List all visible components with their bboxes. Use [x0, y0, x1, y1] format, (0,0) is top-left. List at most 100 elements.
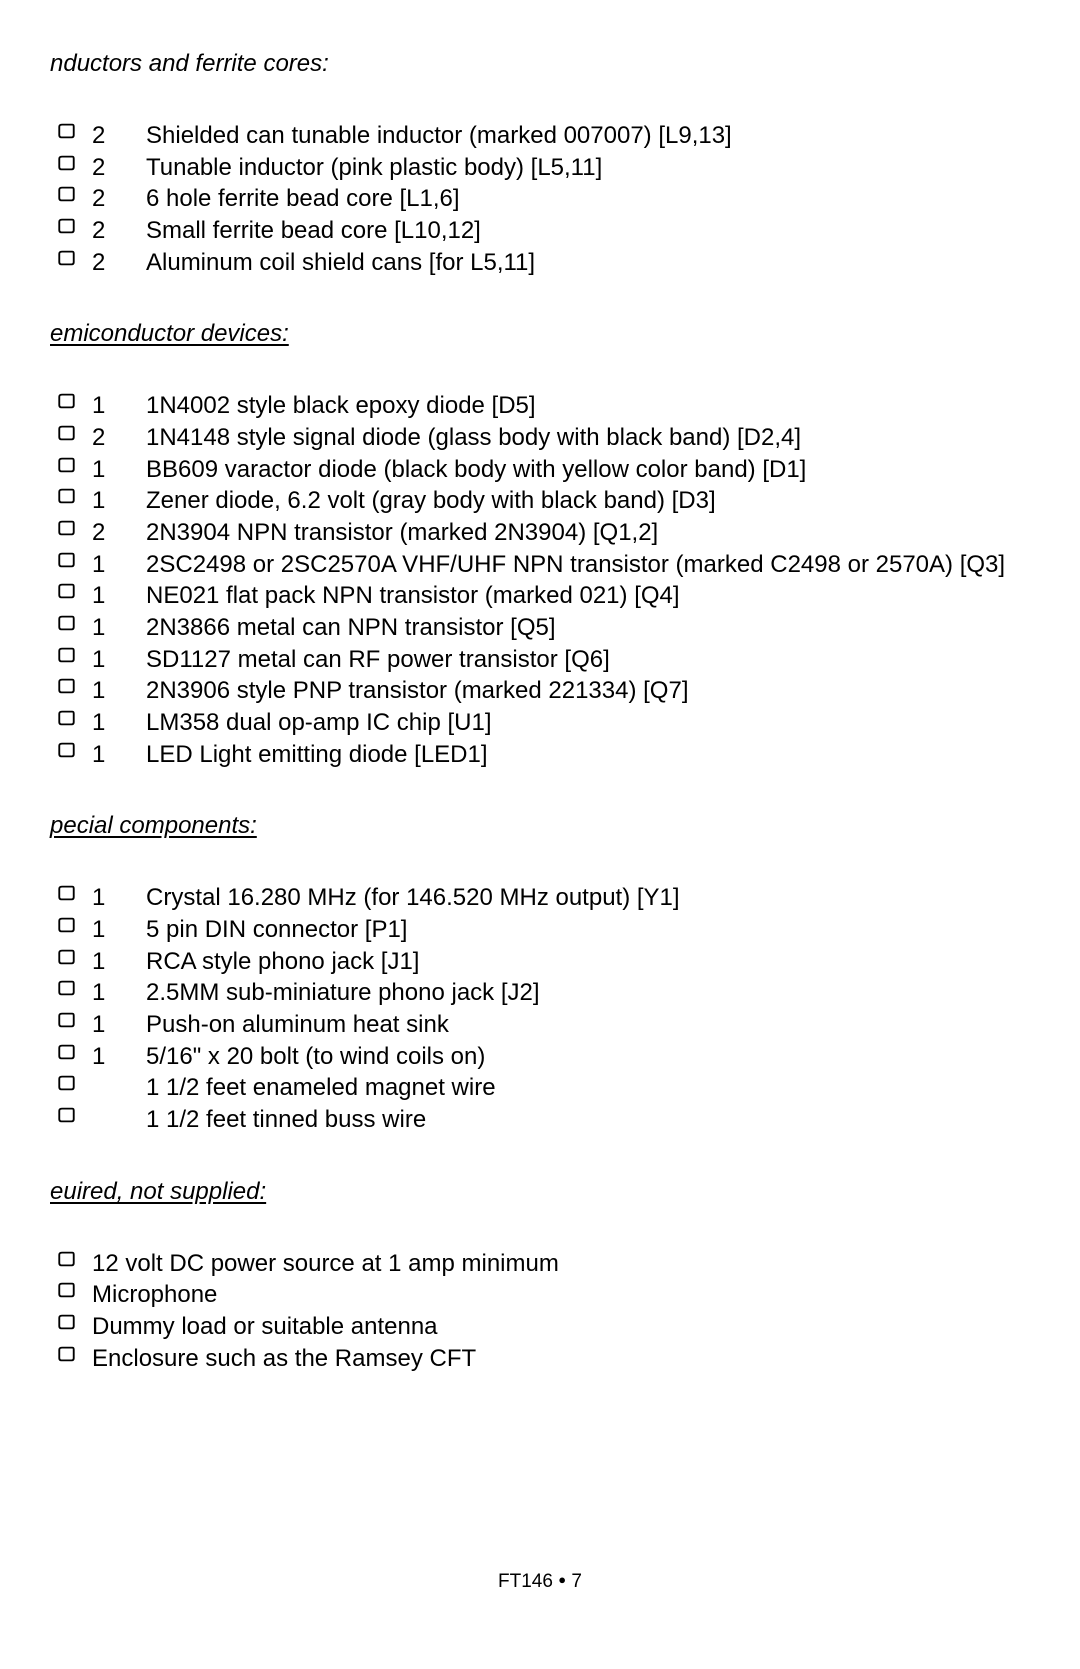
- item-description: 1N4148 style signal diode (glass body wi…: [146, 422, 1030, 454]
- qty-value: 1: [92, 1041, 146, 1073]
- sections-container: nductors and ferrite cores: 2Shielded can…: [50, 50, 1030, 1374]
- checkbox-icon: [58, 1044, 75, 1060]
- list-item: 1Crystal 16.280 MHz (for 146.520 MHz out…: [58, 882, 1030, 914]
- item-description: 6 hole ferrite bead core [L1,6]: [146, 183, 1030, 215]
- list-item: 12SC2498 or 2SC2570A VHF/UHF NPN transis…: [58, 549, 1030, 581]
- checkbox-cell: [58, 977, 92, 996]
- qty-value: 1: [92, 739, 146, 771]
- checkbox-cell: [58, 946, 92, 965]
- qty-value: 1: [92, 549, 146, 581]
- list-item: 2Shielded can tunable inductor (marked 0…: [58, 120, 1030, 152]
- qty-value: 1: [92, 612, 146, 644]
- list-item: Dummy load or suitable antenna: [58, 1311, 1030, 1343]
- checkbox-cell: [58, 454, 92, 473]
- qty-value: 1: [92, 580, 146, 612]
- item-description: Zener diode, 6.2 volt (gray body with bl…: [146, 485, 1030, 517]
- list-item: 1Push-on aluminum heat sink: [58, 1009, 1030, 1041]
- checkbox-icon: [58, 393, 75, 409]
- checkbox-icon: [58, 425, 75, 441]
- checkbox-icon: [58, 742, 75, 758]
- section-items: 12 volt DC power source at 1 amp minimum…: [58, 1248, 1030, 1375]
- checkbox-cell: [58, 183, 92, 202]
- checkbox-icon: [58, 1346, 75, 1362]
- checkbox-icon: [58, 1314, 75, 1330]
- list-item: 15/16" x 20 bolt (to wind coils on): [58, 1041, 1030, 1073]
- section-heading: nductors and ferrite cores:: [50, 50, 1030, 78]
- checkbox-icon: [58, 1107, 75, 1123]
- item-description: BB609 varactor diode (black body with ye…: [146, 454, 1030, 486]
- list-item: 1LM358 dual op-amp IC chip [U1]: [58, 707, 1030, 739]
- checkbox-cell: [58, 580, 92, 599]
- qty-value: 1: [92, 946, 146, 978]
- section-heading: emiconductor devices:: [50, 320, 1030, 348]
- checkbox-cell: [58, 517, 92, 536]
- item-description: Push-on aluminum heat sink: [146, 1009, 1030, 1041]
- checkbox-icon: [58, 218, 75, 234]
- item-description: 2.5MM sub-miniature phono jack [J2]: [146, 977, 1030, 1009]
- list-item: Enclosure such as the Ramsey CFT: [58, 1343, 1030, 1375]
- item-description: Microphone: [92, 1279, 1030, 1311]
- document-page: nductors and ferrite cores: 2Shielded can…: [0, 0, 1080, 1669]
- checkbox-cell: [58, 707, 92, 726]
- section-items: 11N4002 style black epoxy diode [D5]21N4…: [58, 390, 1030, 770]
- qty-value: 2: [92, 183, 146, 215]
- checkbox-cell: [58, 1248, 92, 1267]
- checkbox-cell: [58, 1041, 92, 1060]
- checkbox-icon: [58, 457, 75, 473]
- item-description: Enclosure such as the Ramsey CFT: [92, 1343, 1030, 1375]
- qty-value: 2: [92, 120, 146, 152]
- checkbox-cell: [58, 914, 92, 933]
- checkbox-icon: [58, 552, 75, 568]
- list-item: 1RCA style phono jack [J1]: [58, 946, 1030, 978]
- item-description: 2N3866 metal can NPN transistor [Q5]: [146, 612, 1030, 644]
- footer-separator: ●: [558, 1573, 566, 1586]
- item-description: LED Light emitting diode [LED1]: [146, 739, 1030, 771]
- item-description: RCA style phono jack [J1]: [146, 946, 1030, 978]
- list-item: Microphone: [58, 1279, 1030, 1311]
- qty-value: 1: [92, 1009, 146, 1041]
- page-footer: FT146 ● 7: [0, 1571, 1080, 1593]
- item-description: LM358 dual op-amp IC chip [U1]: [146, 707, 1030, 739]
- qty-value: 2: [92, 422, 146, 454]
- checkbox-cell: [58, 422, 92, 441]
- checkbox-cell: [58, 1072, 92, 1091]
- qty-value: 2: [92, 152, 146, 184]
- list-item: 1 1/2 feet enameled magnet wire: [58, 1072, 1030, 1104]
- checkbox-icon: [58, 1282, 75, 1298]
- item-description: Aluminum coil shield cans [for L5,11]: [146, 247, 1030, 279]
- list-item: 15 pin DIN connector [P1]: [58, 914, 1030, 946]
- footer-doc-id: FT146: [498, 1571, 553, 1592]
- checkbox-icon: [58, 678, 75, 694]
- list-item: 12 volt DC power source at 1 amp minimum: [58, 1248, 1030, 1280]
- checkbox-icon: [58, 250, 75, 266]
- checkbox-icon: [58, 155, 75, 171]
- item-description: NE021 flat pack NPN transistor (marked 0…: [146, 580, 1030, 612]
- qty-value: 1: [92, 485, 146, 517]
- list-item: 12N3866 metal can NPN transistor [Q5]: [58, 612, 1030, 644]
- checkbox-icon: [58, 1251, 75, 1267]
- item-description: 12 volt DC power source at 1 amp minimum: [92, 1248, 1030, 1280]
- checkbox-icon: [58, 949, 75, 965]
- checkbox-cell: [58, 675, 92, 694]
- item-description: 1 1/2 feet enameled magnet wire: [146, 1072, 1030, 1104]
- checkbox-icon: [58, 885, 75, 901]
- item-description: 1 1/2 feet tinned buss wire: [146, 1104, 1030, 1136]
- checkbox-cell: [58, 612, 92, 631]
- qty-value: 1: [92, 675, 146, 707]
- item-description: SD1127 metal can RF power transistor [Q6…: [146, 644, 1030, 676]
- checkbox-cell: [58, 1104, 92, 1123]
- checkbox-cell: [58, 1009, 92, 1028]
- checkbox-icon: [58, 647, 75, 663]
- item-description: 2SC2498 or 2SC2570A VHF/UHF NPN transist…: [146, 549, 1030, 581]
- item-description: 1N4002 style black epoxy diode [D5]: [146, 390, 1030, 422]
- section-heading: pecial components:: [50, 812, 1030, 840]
- item-description: Tunable inductor (pink plastic body) [L5…: [146, 152, 1030, 184]
- checkbox-icon: [58, 123, 75, 139]
- qty-value: 1: [92, 707, 146, 739]
- qty-value: 1: [92, 914, 146, 946]
- qty-value: 2: [92, 517, 146, 549]
- checkbox-icon: [58, 520, 75, 536]
- list-item: 1Zener diode, 6.2 volt (gray body with b…: [58, 485, 1030, 517]
- list-item: 22N3904 NPN transistor (marked 2N3904) […: [58, 517, 1030, 549]
- checkbox-cell: [58, 152, 92, 171]
